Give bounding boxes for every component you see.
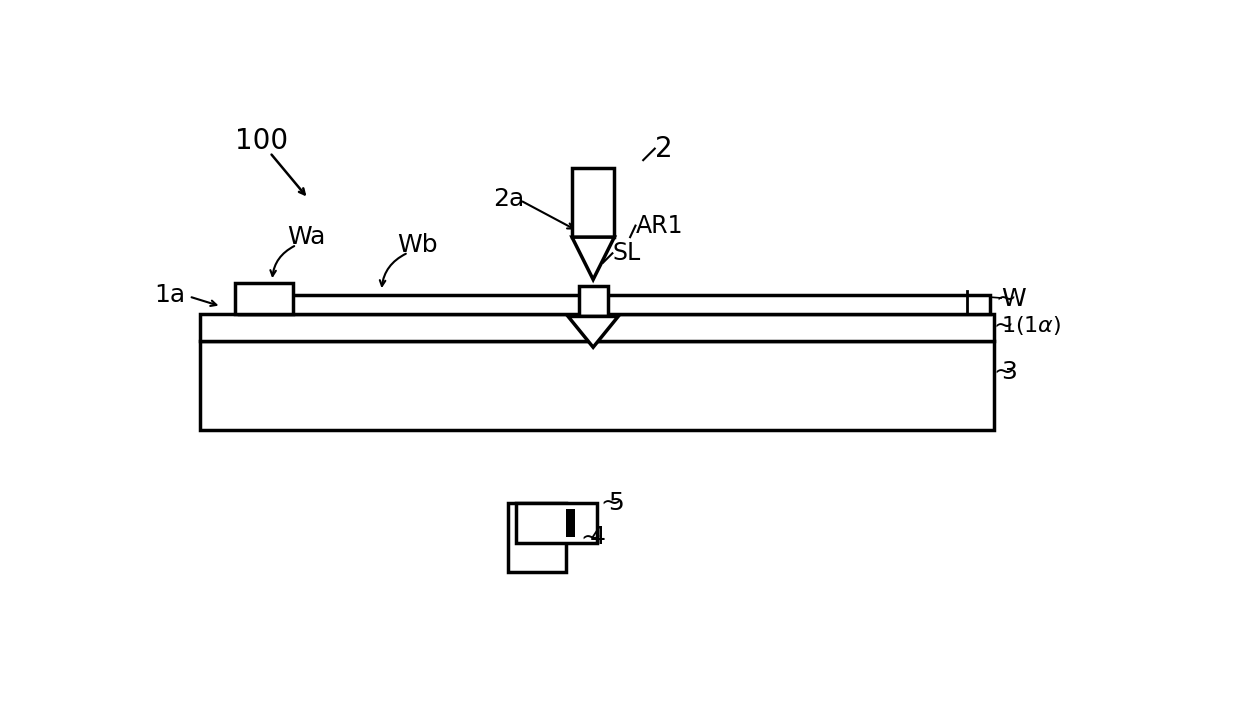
Bar <box>201 314 993 341</box>
Bar <box>567 509 575 536</box>
Text: 2a: 2a <box>494 186 525 211</box>
Bar <box>572 168 614 237</box>
Text: W: W <box>1001 287 1025 311</box>
Bar <box>508 503 567 572</box>
Polygon shape <box>568 316 619 347</box>
Bar <box>579 286 608 316</box>
Text: ~: ~ <box>580 526 601 550</box>
Bar <box>201 341 993 430</box>
Text: Wa: Wa <box>288 225 326 249</box>
Text: 2: 2 <box>655 135 672 162</box>
Text: ~: ~ <box>993 314 1013 338</box>
Text: SL: SL <box>613 241 641 265</box>
Text: ~: ~ <box>996 287 1017 311</box>
Text: 100: 100 <box>236 127 288 155</box>
Text: 1a: 1a <box>154 283 185 307</box>
Text: Wb: Wb <box>397 233 438 257</box>
Text: 3: 3 <box>1001 360 1017 384</box>
Text: AR1: AR1 <box>635 214 683 238</box>
Text: ~: ~ <box>600 491 621 515</box>
Text: 4: 4 <box>589 526 605 550</box>
Bar <box>236 283 293 314</box>
Bar <box>239 295 990 314</box>
Text: 5: 5 <box>609 491 624 515</box>
Bar <box>516 503 596 543</box>
Text: 1(1$\alpha$): 1(1$\alpha$) <box>1001 314 1061 337</box>
Polygon shape <box>572 237 614 280</box>
Text: ~: ~ <box>993 360 1014 384</box>
